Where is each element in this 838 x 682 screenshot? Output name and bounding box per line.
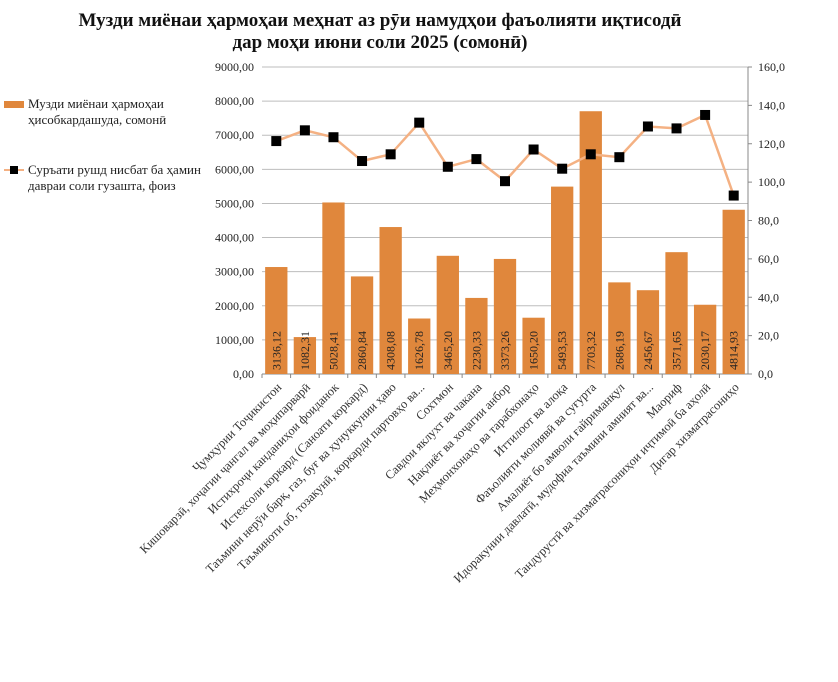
bar-data-label: 2860,84 xyxy=(355,331,369,370)
bar xyxy=(722,209,745,374)
bar-data-label: 4814,93 xyxy=(727,331,741,370)
bar-data-label: 1650,20 xyxy=(527,331,541,370)
bar-data-label: 5028,41 xyxy=(326,331,340,370)
legend-line: Суръати рушд нисбат ба ҳамин давраи соли… xyxy=(4,162,209,194)
y-tick-label: 9000,00 xyxy=(215,60,254,74)
bar-data-label: 3373,26 xyxy=(498,331,512,370)
bar xyxy=(322,202,345,374)
bar-data-label: 2230,33 xyxy=(469,331,483,370)
bar xyxy=(350,276,374,374)
bar xyxy=(665,252,688,374)
bar xyxy=(265,267,288,374)
bar-data-label: 2030,17 xyxy=(698,331,712,370)
y2-tick-label: 0,0 xyxy=(758,367,773,381)
y-tick-label: 6000,00 xyxy=(215,162,254,176)
line-marker xyxy=(385,149,396,160)
line-marker xyxy=(642,121,653,132)
y-tick-label: 0,00 xyxy=(233,367,254,381)
bar-data-label: 2456,67 xyxy=(641,331,655,370)
chart-subtitle: дар моҳи июни соли 2025 (сомонӣ) xyxy=(232,32,528,53)
y-tick-label: 3000,00 xyxy=(215,265,254,279)
line-marker xyxy=(414,117,425,128)
y2-tick-label: 120,0 xyxy=(758,137,785,151)
bar-data-label: 5493,53 xyxy=(555,331,569,370)
legend-bar-label: Музди миёнаи ҳармоҳаи ҳисобкардашуда, со… xyxy=(28,96,167,127)
line-marker xyxy=(728,190,739,201)
y-tick-label: 7000,00 xyxy=(215,128,254,142)
line-marker xyxy=(528,144,539,155)
line-marker xyxy=(442,161,453,172)
line-marker xyxy=(271,136,282,147)
bar-data-label: 3136,12 xyxy=(269,331,283,370)
bar-data-label: 4308,08 xyxy=(384,331,398,370)
line-marker xyxy=(585,149,596,160)
legend-bar: Музди миёнаи ҳармоҳаи ҳисобкардашуда, со… xyxy=(4,96,209,128)
line-marker xyxy=(357,156,368,167)
bar xyxy=(379,227,402,374)
bar xyxy=(693,304,717,374)
legend-line-label: Суръати рушд нисбат ба ҳамин давраи соли… xyxy=(28,162,201,193)
line-marker xyxy=(614,152,625,163)
y2-tick-label: 160,0 xyxy=(758,60,785,74)
line-marker xyxy=(471,154,482,165)
y2-tick-label: 40,0 xyxy=(758,290,779,304)
y2-tick-label: 80,0 xyxy=(758,214,779,228)
bar xyxy=(408,318,431,374)
bar xyxy=(493,258,517,374)
line-marker xyxy=(671,123,682,134)
bar-data-label: 7703,32 xyxy=(584,331,598,370)
y-tick-label: 2000,00 xyxy=(215,299,254,313)
bar xyxy=(465,297,488,374)
line-marker xyxy=(700,109,711,120)
y-tick-label: 1000,00 xyxy=(215,333,254,347)
x-tick-label: Таъмини нерӯи барқ, газ, буғ ва ҳунуккун… xyxy=(203,380,399,576)
chart-title: Музди миёнаи ҳармоҳаи меҳнат аз рӯи наму… xyxy=(78,10,682,31)
y-tick-label: 8000,00 xyxy=(215,94,254,108)
y2-tick-label: 140,0 xyxy=(758,98,785,112)
y-tick-label: 4000,00 xyxy=(215,231,254,245)
bar xyxy=(551,186,574,374)
line-marker xyxy=(328,132,339,143)
y2-tick-label: 100,0 xyxy=(758,175,785,189)
line-marker xyxy=(299,125,310,136)
bar xyxy=(293,337,317,374)
bar xyxy=(636,290,660,374)
bar-data-label: 1082,31 xyxy=(298,331,312,370)
bar xyxy=(522,317,545,374)
line-marker xyxy=(500,176,510,187)
bar xyxy=(608,282,631,374)
bar xyxy=(436,255,459,374)
bar-data-label: 1626,78 xyxy=(412,331,426,370)
y2-tick-label: 60,0 xyxy=(758,252,779,266)
bar-data-label: 3465,20 xyxy=(441,331,455,370)
bar xyxy=(579,111,602,374)
legend-marker-icon xyxy=(10,166,18,174)
line-marker xyxy=(557,163,568,174)
bar-data-label: 3571,65 xyxy=(670,331,684,370)
bar-data-label: 2686,19 xyxy=(612,331,626,370)
y-tick-label: 5000,00 xyxy=(215,196,254,210)
y2-tick-label: 20,0 xyxy=(758,329,779,343)
legend-bar-swatch xyxy=(4,101,24,108)
